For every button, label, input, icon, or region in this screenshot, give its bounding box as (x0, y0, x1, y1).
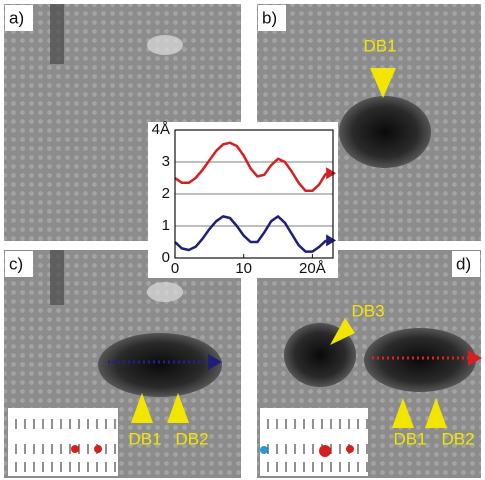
lattice-insets (8, 408, 368, 476)
annotation: DB2 (175, 429, 208, 448)
annotation: DB2 (441, 429, 474, 448)
panel-label: c) (9, 254, 23, 273)
annotation: DB1 (363, 36, 396, 55)
label-box (258, 5, 286, 31)
annotation: DB3 (351, 301, 384, 320)
panel-label: a) (9, 8, 24, 27)
dot (346, 445, 354, 453)
label-box (5, 251, 33, 277)
line (174, 141, 328, 193)
chart: 0 1 2 3 4Å 0 10 20Å (152, 121, 337, 277)
pointer (392, 398, 414, 428)
annotation: DB1 (128, 429, 161, 448)
pointer (370, 68, 396, 98)
y-tick-label: 0 (162, 249, 170, 266)
pointer (425, 398, 447, 428)
arrowhead (326, 167, 337, 180)
plot-frame (174, 129, 334, 259)
panel-label: d) (456, 254, 471, 273)
bright-spot (147, 35, 183, 55)
arrowhead (208, 354, 222, 370)
x-tick-label: 20Å (299, 260, 326, 277)
dot (94, 445, 102, 453)
y-tick-label: 3 (162, 153, 170, 170)
defect (364, 328, 476, 392)
y-tick-label: 1 (162, 217, 170, 234)
x-tick-label: 10 (235, 260, 252, 277)
step (50, 4, 64, 64)
arrowhead (326, 234, 337, 247)
x-tick-label: 0 (171, 260, 179, 277)
label-box (5, 5, 33, 31)
step (50, 250, 64, 305)
defect (339, 96, 431, 168)
label-box (452, 251, 480, 277)
inset-box (260, 408, 368, 476)
arrowhead (468, 350, 482, 366)
line (174, 215, 327, 253)
pointer (167, 393, 189, 423)
y-tick-label: 2 (162, 185, 170, 202)
panel-label: b) (262, 8, 277, 27)
dot (260, 446, 268, 454)
pointer (330, 318, 355, 345)
bright-spot (147, 282, 183, 302)
y-tick-label: 4Å (152, 121, 170, 138)
dot (71, 445, 79, 453)
inset-box (8, 408, 118, 476)
dot (319, 445, 331, 457)
chart-background (148, 122, 338, 278)
pointer (131, 393, 153, 423)
annotation: DB1 (393, 429, 426, 448)
defect (98, 333, 222, 397)
